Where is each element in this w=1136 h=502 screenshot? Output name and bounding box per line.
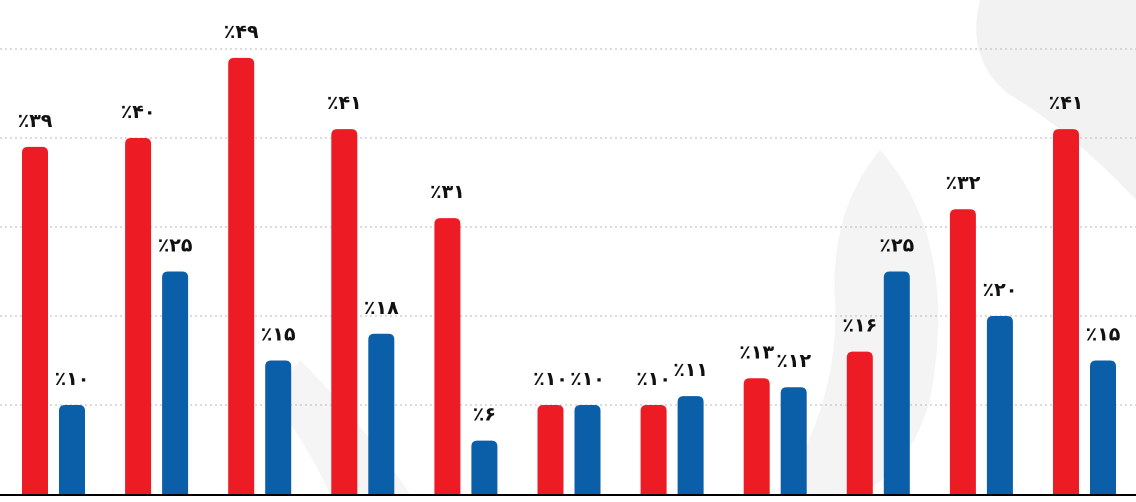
data-label: ٪۳۹ bbox=[18, 110, 53, 132]
watermark-shape bbox=[976, 0, 1136, 200]
data-label: ٪۱۰ bbox=[636, 368, 671, 390]
bar-red bbox=[640, 405, 667, 494]
data-label: ٪۱۰ bbox=[533, 368, 568, 390]
bar-red bbox=[537, 405, 564, 494]
bar-red bbox=[22, 146, 48, 494]
data-label: ٪۱۸ bbox=[364, 297, 399, 319]
bar-red bbox=[743, 378, 770, 494]
bar-blue bbox=[883, 271, 910, 494]
data-label: ٪۲۰ bbox=[983, 279, 1018, 301]
data-label: ٪۴۱ bbox=[1049, 92, 1084, 114]
data-label: ٪۲۵ bbox=[879, 235, 914, 257]
data-label: ٪۴۰ bbox=[121, 101, 156, 123]
bar-blue bbox=[471, 440, 498, 494]
data-label: ٪۱۵ bbox=[261, 324, 296, 346]
bars bbox=[22, 57, 1116, 495]
data-label: ٪۱۵ bbox=[1086, 324, 1121, 346]
bar-red bbox=[228, 57, 255, 495]
bar-blue bbox=[59, 405, 85, 494]
data-label: ٪۱۱ bbox=[673, 359, 708, 381]
bar-red bbox=[1053, 129, 1079, 494]
data-label: ٪۴۹ bbox=[224, 21, 259, 43]
bar-red bbox=[846, 351, 873, 494]
value-labels: ٪۳۹٪۱۰٪۴۰٪۲۵٪۴۹٪۱۵٪۴۱٪۱۸٪۳۱٪۶٪۱۰ ٪۱۰ ٪۱۰ ٪۱… bbox=[18, 21, 1121, 426]
data-label: ٪۱۶ bbox=[842, 315, 877, 337]
data-label: ٪۴۱ bbox=[327, 92, 362, 114]
data-label: ٪۱۲ bbox=[776, 350, 811, 372]
bar-blue bbox=[162, 271, 189, 494]
gridlines bbox=[0, 48, 1136, 406]
bar-red bbox=[949, 209, 976, 494]
data-label: ٪۲۵ bbox=[158, 235, 193, 257]
data-label: ٪۶ bbox=[473, 404, 496, 426]
data-label: ٪۳۲ bbox=[946, 172, 981, 194]
data-label: ٪۱۰ bbox=[570, 368, 605, 390]
bar-blue bbox=[265, 360, 292, 494]
data-label: ٪۳۱ bbox=[430, 181, 465, 203]
bar-blue bbox=[677, 396, 704, 494]
bar-blue bbox=[574, 405, 601, 494]
bar-red bbox=[331, 129, 358, 494]
bar-blue bbox=[986, 316, 1013, 494]
bar-red bbox=[125, 138, 152, 494]
bar-blue bbox=[368, 333, 395, 494]
bar-blue bbox=[1090, 360, 1116, 494]
bar-red bbox=[434, 218, 461, 494]
data-label: ٪۱۰ bbox=[55, 368, 90, 390]
data-label: ٪۱۳ bbox=[739, 341, 774, 363]
bar-blue bbox=[780, 387, 807, 494]
